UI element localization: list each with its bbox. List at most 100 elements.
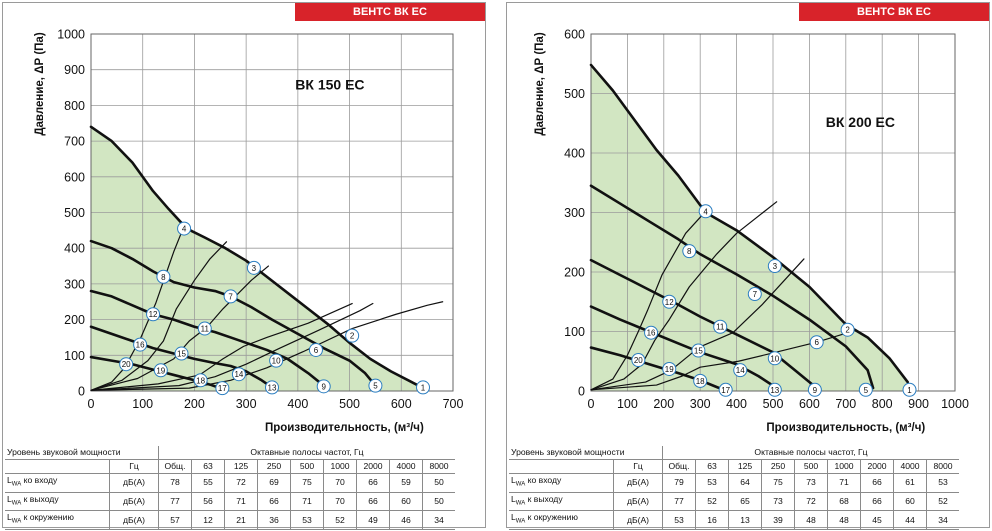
table-row-label: LWA к выходу [509,491,614,512]
brand-badge: ВЕНТС ВК ЕС [799,3,989,21]
table-value-cell: 53 [695,473,729,493]
x-tick-label: 100 [617,397,638,411]
point-marker-label: 4 [703,207,708,216]
table-row-label: LWA к окружению [5,510,110,531]
table-column-header: 125 [728,459,762,474]
point-marker-label: 13 [268,383,277,392]
point-marker: 2 [840,322,855,337]
point-marker-circle [269,353,284,368]
point-marker-circle [197,321,212,336]
y-tick-label: 400 [564,147,585,161]
point-marker-label: 8 [687,247,692,256]
x-tick-label: 900 [908,397,929,411]
brand-badge: ВЕНТС ВК ЕС [295,3,485,21]
y-tick-label: 0 [78,385,85,399]
network-curve [90,241,228,391]
point-marker-circle [316,379,331,394]
network-curve [90,302,374,391]
point-marker: 18 [693,373,708,388]
x-tick-label: 400 [726,397,747,411]
point-marker-label: 12 [149,310,158,319]
point-marker: 20 [631,353,646,368]
table-column-header: 63 [695,459,729,474]
point-marker-label: 2 [845,326,850,335]
point-marker-circle [691,343,706,358]
x-tick-label: 800 [872,397,893,411]
point-marker-circle [693,373,708,388]
table-value-cell: 72 [794,491,828,512]
network-curve [590,210,707,391]
point-marker: 9 [316,379,331,394]
point-marker-label: 18 [196,376,205,385]
table-value-cell: 50 [422,491,455,512]
point-marker-label: 16 [647,329,656,338]
fan-curve [589,63,909,384]
table-value-cell: 60 [389,491,423,512]
y-tick-label: 300 [564,206,585,220]
point-marker-circle [174,346,189,361]
x-tick-label: 1000 [941,397,969,411]
table-value-cell: 72 [224,473,258,493]
point-marker: 3 [246,260,261,275]
point-marker-label: 14 [736,366,745,375]
point-marker-circle [231,367,246,382]
point-marker: 17 [215,381,230,396]
network-curve [90,302,353,391]
operating-area [91,126,422,391]
table-value-cell: 53 [290,510,324,531]
table-header-bands: Октавные полосы частот, Гц [158,446,455,460]
chart-title: ВК 150 ЕС [295,76,364,92]
table-value-cell: 34 [926,510,959,531]
table-column-header: 1000 [827,459,861,474]
point-marker-circle [718,382,733,397]
point-marker: 13 [265,380,279,395]
point-marker-circle [156,269,171,284]
table-cell-empty [509,459,614,474]
x-tick-label: 300 [690,397,711,411]
chart-panel-vk200: ВЕНТС ВК ЕС 0 100 200 300 400 500 600 700 800 900… [506,2,990,531]
table-column-header: 500 [290,459,324,474]
x-tick-label: 200 [184,397,205,411]
table-value-cell: 52 [926,491,959,512]
table-unit-cell: дБ(А) [109,473,159,493]
point-marker-label: 19 [156,366,165,375]
sound-power-table: Уровень звуковой мощности Октавные полосы… [509,446,959,531]
x-tick-label: 200 [653,397,674,411]
point-marker: 19 [153,363,168,378]
point-marker: 4 [698,204,713,219]
table-value-cell: 34 [422,510,455,531]
y-tick-label: 600 [564,28,585,42]
point-marker-circle [265,380,279,395]
point-marker-label: 3 [252,264,257,273]
point-marker-label: 6 [814,338,819,347]
point-marker-label: 19 [665,365,674,374]
table-column-header: 2000 [356,459,390,474]
y-tick-label: 900 [64,63,85,77]
x-tick-label: 0 [588,397,595,411]
table-value-cell: 66 [860,491,894,512]
x-tick-label: 700 [443,397,464,411]
table-unit-cell: дБ(А) [613,473,663,493]
point-marker: 18 [193,373,208,388]
y-tick-label: 300 [64,277,85,291]
point-marker-circle [807,382,822,397]
point-marker-label: 5 [864,386,869,395]
point-marker: 13 [767,382,782,397]
table-value-cell: 55 [191,473,225,493]
point-marker-label: 5 [373,382,378,391]
x-tick-label: 600 [391,397,412,411]
point-marker-label: 17 [218,384,227,393]
chart-panel-vk150: ВЕНТС ВК ЕС 0 100 200 300 400 500 600 700 0 100 20… [2,2,486,531]
table-value-cell: 46 [389,510,423,531]
point-marker-circle [119,357,134,372]
table-column-header: 1000 [323,459,357,474]
table-value-cell: 56 [191,491,225,512]
table-value-cell: 59 [389,473,423,493]
table-value-cell: 48 [794,510,828,531]
table-value-cell: 52 [695,491,729,512]
x-tick-label: 600 [799,397,820,411]
point-marker: 12 [662,294,677,309]
table-value-cell: 66 [257,491,291,512]
table-column-header: Общ. [662,459,696,474]
y-tick-label: 0 [578,385,585,399]
